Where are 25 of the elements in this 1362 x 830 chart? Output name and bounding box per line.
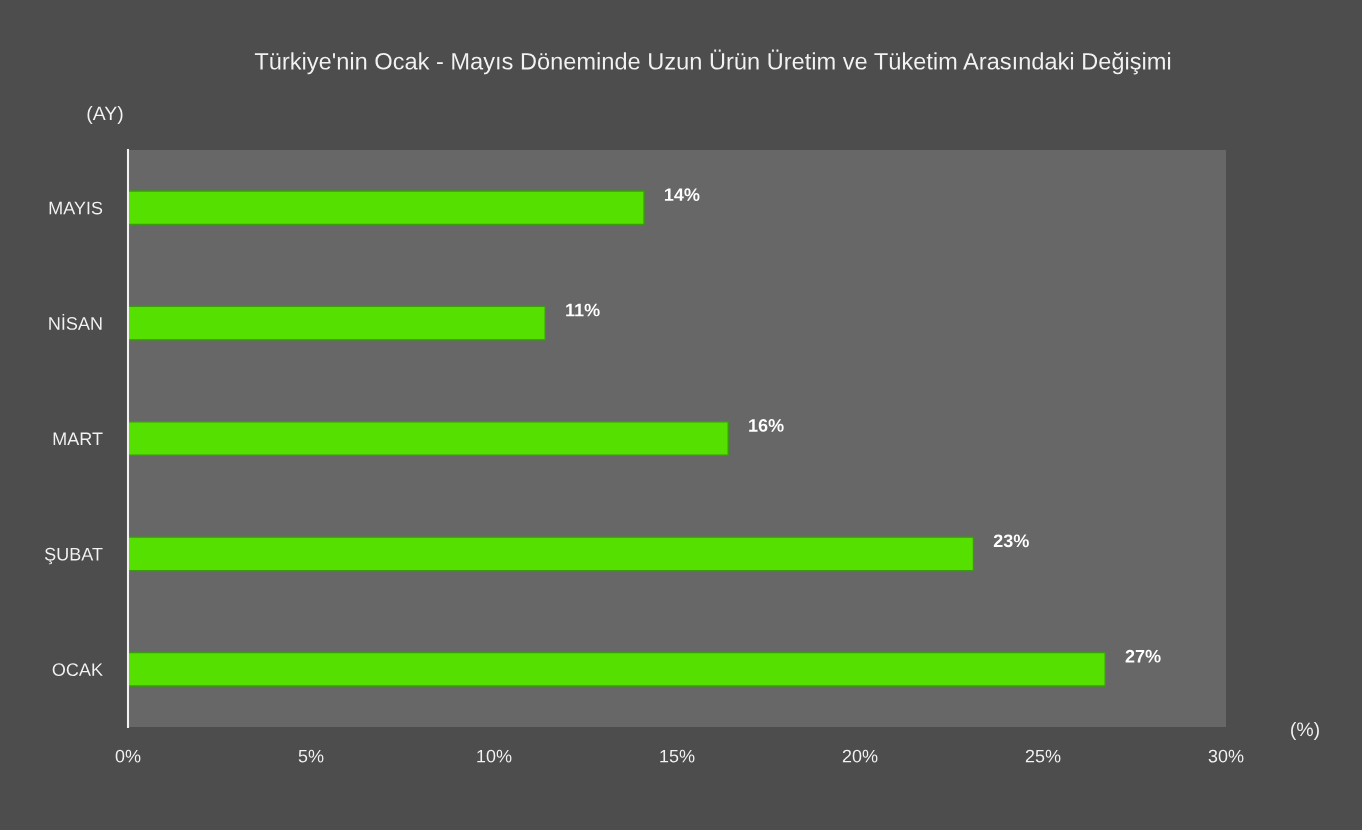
x-tick-label: 0% [115, 749, 141, 763]
data-label: 11% [566, 303, 600, 317]
bar [128, 651, 1106, 687]
chart-title: Türkiye'nin Ocak - Mayıs Döneminde Uzun Ürün Üretim ve Tüketim Arasındaki Değişimi [254, 49, 1171, 75]
data-label: 23% [993, 534, 1029, 548]
y-tick-label: OCAK [52, 663, 103, 677]
y-tick-label: MAYIS [49, 201, 103, 215]
x-tick-label: 25% [1025, 749, 1061, 763]
y-axis-title: (AY) [87, 105, 123, 125]
y-tick-label: ŞUBAT [44, 547, 103, 565]
x-tick-label: 20% [842, 749, 878, 763]
y-tick-label: MART [53, 432, 103, 446]
x-axis-title: (%) [1291, 721, 1319, 741]
bar [128, 421, 729, 456]
data-label: 16% [749, 419, 784, 432]
data-label: 27% [1125, 649, 1161, 663]
bar [128, 190, 645, 226]
x-tick-label: 15% [660, 749, 695, 763]
bar [128, 536, 975, 572]
bar [128, 305, 546, 341]
data-label: 14% [664, 188, 700, 201]
x-tick-label: 10% [477, 749, 512, 763]
x-tick-label: 30% [1208, 749, 1244, 763]
y-tick-label: NİSAN [49, 314, 102, 330]
x-tick-label: 5% [298, 749, 324, 763]
